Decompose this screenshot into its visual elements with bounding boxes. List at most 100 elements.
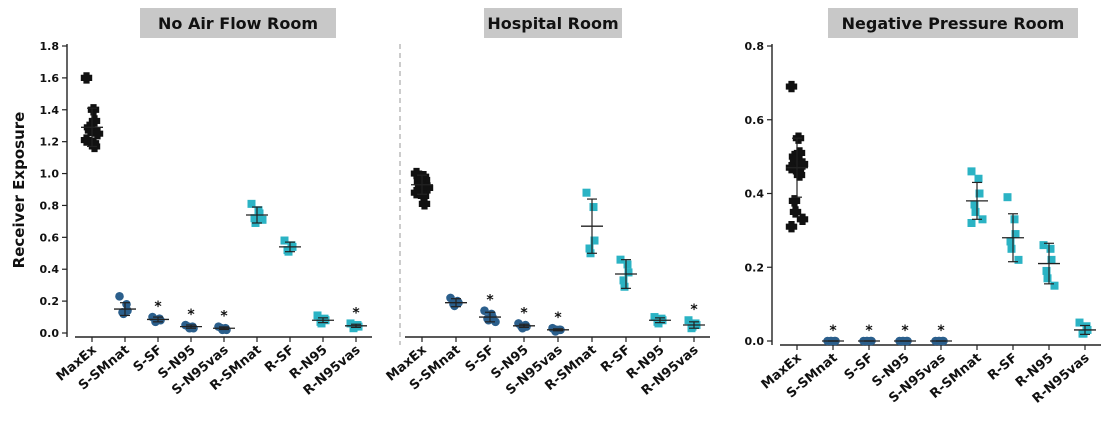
group-R-SF: R-SF — [598, 255, 637, 376]
data-point — [788, 195, 801, 207]
data-point — [590, 236, 599, 245]
data-point — [450, 301, 459, 311]
data-point — [1014, 255, 1023, 264]
data-point — [87, 104, 100, 116]
data-point — [654, 319, 663, 328]
group-R-SF: R-SF — [262, 236, 301, 376]
data-point — [619, 276, 628, 285]
y-tick-label: 0.0 — [40, 327, 60, 340]
data-point — [313, 311, 322, 320]
y-tick-label: 1.4 — [40, 104, 60, 117]
significance-marker: * — [352, 305, 360, 321]
group-S-SMnat: S-SMnat — [407, 293, 467, 393]
data-point — [620, 282, 629, 291]
panel-title: Hospital Room — [487, 14, 618, 33]
y-tick-label: 0.6 — [40, 231, 60, 244]
data-point — [688, 322, 697, 331]
y-tick-label: 0.4 — [40, 263, 60, 276]
data-point — [967, 219, 976, 227]
y-tick-label: 0.8 — [40, 199, 60, 212]
panel-title: Negative Pressure Room — [842, 14, 1065, 33]
data-point — [446, 293, 455, 303]
significance-marker: * — [937, 323, 945, 339]
group-MaxEx: MaxEx — [384, 167, 434, 385]
data-point — [1003, 193, 1012, 202]
group-R-SF: R-SF — [985, 193, 1024, 384]
group-S-SMnat: S-SMnat — [76, 292, 136, 393]
data-point — [623, 260, 632, 269]
data-point — [1079, 329, 1088, 338]
panel-title-box — [484, 8, 622, 38]
data-point — [258, 215, 267, 224]
significance-marker: * — [520, 305, 528, 321]
data-point — [785, 220, 798, 233]
data-point — [491, 317, 500, 327]
data-point — [1043, 274, 1052, 283]
y-tick-label: 1.2 — [40, 136, 60, 149]
data-point — [970, 200, 979, 209]
panel-title-box — [828, 8, 1078, 38]
data-point — [650, 313, 659, 322]
y-tick-label: 1.0 — [40, 168, 60, 181]
data-point — [317, 319, 326, 328]
significance-marker: * — [187, 307, 195, 323]
y-tick-label: 0.2 — [40, 295, 60, 308]
data-point — [616, 255, 625, 264]
data-point — [585, 244, 594, 253]
data-point — [247, 199, 256, 208]
data-point — [582, 188, 591, 197]
significance-marker: * — [154, 299, 162, 315]
significance-marker: * — [901, 323, 909, 339]
data-point — [971, 207, 980, 216]
data-point — [250, 214, 259, 223]
group-S-SF: S-SF* — [463, 293, 501, 375]
data-point — [1050, 281, 1059, 290]
data-point — [1047, 255, 1056, 264]
y-tick-label: 0.8 — [745, 40, 765, 53]
significance-marker: * — [829, 323, 837, 339]
significance-marker: * — [220, 309, 228, 325]
data-point — [115, 292, 124, 301]
data-point — [80, 72, 93, 84]
significance-marker: * — [690, 302, 698, 318]
data-point — [1006, 237, 1015, 246]
data-point — [785, 80, 798, 93]
y-tick-label: 0.0 — [745, 335, 765, 348]
data-point — [1075, 318, 1084, 327]
data-point — [1011, 230, 1020, 239]
data-point — [1042, 266, 1051, 275]
data-point — [978, 215, 987, 224]
data-point — [255, 209, 264, 218]
data-point — [350, 322, 359, 331]
panel-title-box — [140, 8, 336, 38]
data-point — [1007, 244, 1016, 253]
significance-marker: * — [486, 293, 494, 309]
data-point — [280, 236, 289, 245]
data-point — [91, 127, 104, 140]
y-tick-label: 0.6 — [745, 114, 765, 127]
significance-marker: * — [865, 323, 873, 339]
panel-title: No Air Flow Room — [158, 14, 318, 33]
data-point — [624, 268, 633, 277]
y-tick-label: 0.4 — [745, 188, 765, 201]
data-point — [796, 213, 809, 226]
y-axis-label: Receiver Exposure — [10, 112, 28, 269]
data-point — [975, 189, 984, 198]
panel-1: No Air Flow Room 0.0 0.2 0.4 0.6 0.8 1.0 1.2 1.4… — [40, 8, 372, 399]
data-point — [789, 206, 802, 218]
data-point — [974, 174, 983, 183]
panel-3: Negative Pressure Room 0.0 0.2 0.4 0.6 0.8 Max… — [745, 8, 1101, 407]
data-point — [589, 203, 598, 212]
group-MaxEx: MaxEx — [759, 80, 809, 393]
data-point — [1039, 241, 1048, 250]
data-point — [684, 316, 693, 325]
data-point — [119, 309, 128, 319]
y-tick-label: 0.2 — [745, 261, 765, 274]
data-point — [1010, 215, 1019, 224]
data-point — [418, 198, 431, 210]
y-tick-label: 1.8 — [40, 40, 60, 53]
y-tick-label: 1.6 — [40, 72, 60, 85]
